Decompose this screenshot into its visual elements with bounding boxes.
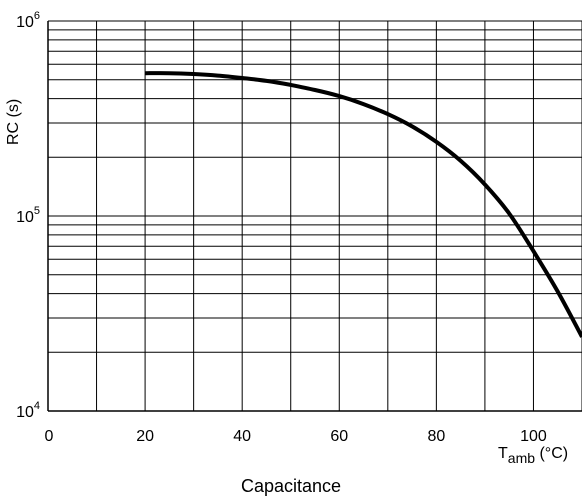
x-tick-label: 40 (233, 428, 251, 445)
y-tick-label: 104 (16, 400, 40, 421)
x-axis-label-main: T (498, 445, 508, 462)
series-layer (145, 71, 582, 338)
x-tick-label: 80 (427, 428, 445, 445)
series-line-0 (145, 71, 582, 338)
x-axis-label: Tamb (°C) (498, 445, 568, 466)
chart-caption: Capacitance (241, 476, 341, 496)
x-tick-label: 60 (330, 428, 348, 445)
x-tick-labels: 0 20 40 60 80 100 (45, 428, 547, 445)
y-tick-label: 105 (16, 205, 40, 226)
x-tick-label: 100 (520, 428, 547, 445)
y-axis-label: RC (s) (5, 99, 22, 145)
x-axis-label-unit: (°C) (535, 445, 568, 462)
x-axis-label-sub: amb (508, 450, 535, 466)
y-tick-label: 106 (16, 10, 40, 31)
x-tick-label: 0 (45, 428, 54, 445)
y-tick-labels: 104 105 106 (16, 10, 40, 421)
plot-frame (47, 21, 582, 412)
grid-lines (47, 20, 582, 412)
x-tick-label: 20 (136, 428, 154, 445)
